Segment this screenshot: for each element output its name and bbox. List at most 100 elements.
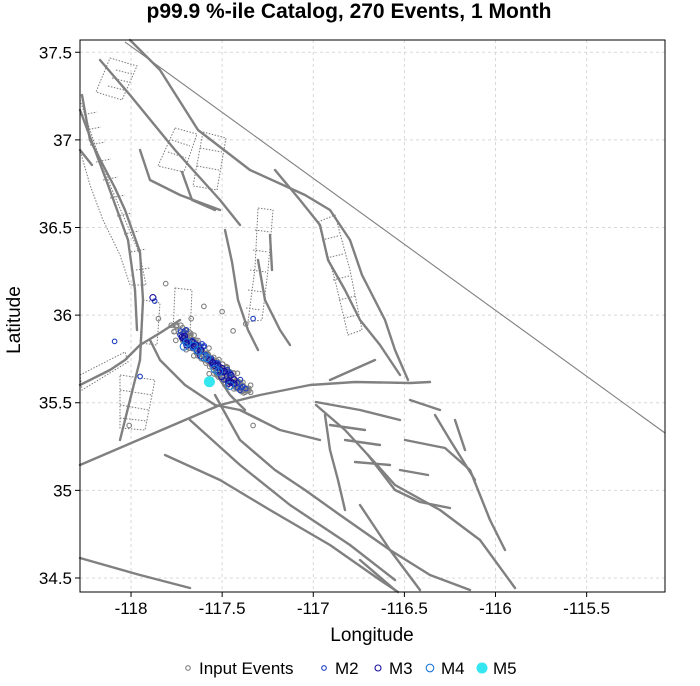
- legend-label: Input Events: [199, 659, 294, 678]
- y-tick-label: 34.5: [39, 569, 72, 588]
- event-marker-input-events: [250, 422, 256, 429]
- event-marker-input-events: [190, 352, 197, 359]
- event-marker-input-events: [234, 370, 241, 377]
- event-marker-input-events: [171, 328, 177, 335]
- rupture-outlines: [79, 57, 363, 431]
- x-tick-label: -117.5: [199, 599, 246, 618]
- event-marker-input-events: [240, 390, 247, 396]
- fault-line: [353, 460, 392, 467]
- fault-line: [358, 503, 422, 592]
- rupture-outline: [119, 374, 156, 431]
- event-marker-input-events: [201, 303, 207, 310]
- legend-label: M5: [493, 659, 517, 678]
- rupture-outline: [79, 99, 147, 286]
- event-marker-input-events: [206, 370, 213, 377]
- x-axis-ticks: -118 -117.5 -117 -116.5 -116 -115.5: [115, 592, 610, 618]
- fault-line: [180, 170, 217, 212]
- event-marker-m2: [208, 355, 215, 362]
- fault-line: [78, 556, 192, 590]
- event-marker-m2: [177, 328, 184, 334]
- y-tick-label: 37.5: [39, 43, 72, 62]
- event-marker-input-events: [172, 337, 179, 344]
- fault-line: [328, 423, 367, 432]
- y-tick-label: 37: [53, 131, 72, 150]
- fault-line: [78, 380, 432, 467]
- event-markers: [111, 280, 256, 429]
- fault-line: [314, 400, 402, 422]
- event-marker-m4: [182, 338, 192, 347]
- fault-line: [273, 168, 402, 377]
- event-marker-m3: [227, 371, 235, 379]
- rupture-outline: [79, 351, 129, 391]
- fault-line: [98, 58, 242, 227]
- fault-line: [163, 453, 400, 594]
- event-marker-input-events: [219, 308, 225, 315]
- legend-label: M4: [441, 659, 465, 678]
- y-tick-label: 36: [53, 306, 72, 325]
- plot-frame: [79, 39, 666, 593]
- legend-marker: [374, 664, 382, 672]
- fault-line: [223, 228, 260, 352]
- fault-line: [188, 418, 397, 582]
- event-marker-m4: [225, 381, 235, 390]
- legend-marker: [321, 665, 327, 671]
- fault-line: [433, 413, 477, 482]
- fault-line: [398, 468, 430, 477]
- x-tick-label: -117: [297, 599, 330, 618]
- y-tick-label: 36.5: [39, 219, 72, 238]
- event-marker-m2: [226, 373, 233, 380]
- event-marker-input-events: [242, 321, 249, 327]
- fault-line: [138, 148, 222, 212]
- fault-line: [78, 108, 139, 332]
- fault-line: [453, 418, 467, 452]
- x-tick-label: -118: [115, 599, 148, 618]
- fault-line: [366, 453, 452, 510]
- rupture-outline: [157, 127, 198, 173]
- event-marker-m4: [198, 352, 208, 362]
- y-tick-label: 35.5: [39, 394, 72, 413]
- legend-marker: [185, 665, 191, 671]
- fault-line: [358, 558, 397, 592]
- x-tick-label: -116: [479, 599, 512, 618]
- fault-line: [213, 393, 472, 592]
- fault-line: [408, 398, 442, 412]
- y-axis-ticks: 34.5 35 35.5 36 36.5 37 37.5: [39, 43, 80, 588]
- legend-label: M3: [389, 659, 413, 678]
- event-marker-m2: [250, 315, 256, 322]
- event-marker-input-events: [188, 315, 195, 322]
- rupture-outline: [139, 299, 161, 346]
- legend-marker: [476, 662, 488, 674]
- rupture-outline: [192, 131, 227, 191]
- legend-marker: [425, 663, 435, 673]
- y-axis-label: Latitude: [4, 286, 25, 354]
- fault-line: [314, 403, 517, 590]
- legend: Input Events M2 M3 M4 M5: [185, 659, 517, 678]
- event-marker-m2: [234, 384, 241, 391]
- legend-label: M2: [335, 659, 359, 678]
- grid: [80, 40, 665, 592]
- event-marker-input-events: [162, 280, 169, 287]
- chart-title: p99.9 %-ile Catalog, 270 Events, 1 Month: [147, 0, 552, 23]
- event-marker-m2: [199, 341, 205, 347]
- fault-line: [256, 258, 292, 347]
- event-marker-input-events: [230, 328, 236, 334]
- fault-line: [323, 413, 347, 512]
- y-tick-label: 35: [53, 481, 72, 500]
- event-marker-input-events: [126, 422, 133, 429]
- event-marker-m4: [210, 364, 220, 374]
- event-marker-input-events: [206, 345, 212, 351]
- event-marker-m2: [239, 383, 246, 390]
- fault-line: [403, 438, 507, 552]
- fault-line: [343, 438, 382, 447]
- fault-line: [78, 318, 182, 387]
- fault-line: [238, 408, 322, 442]
- event-marker-input-events: [155, 315, 162, 322]
- rupture-outline: [172, 287, 193, 336]
- fault-lines: [78, 38, 666, 594]
- x-tick-label: -116.5: [381, 599, 428, 618]
- fault-line: [128, 38, 410, 382]
- event-marker-m3: [149, 294, 157, 302]
- x-tick-label: -115.5: [563, 599, 610, 618]
- fault-line: [78, 148, 94, 167]
